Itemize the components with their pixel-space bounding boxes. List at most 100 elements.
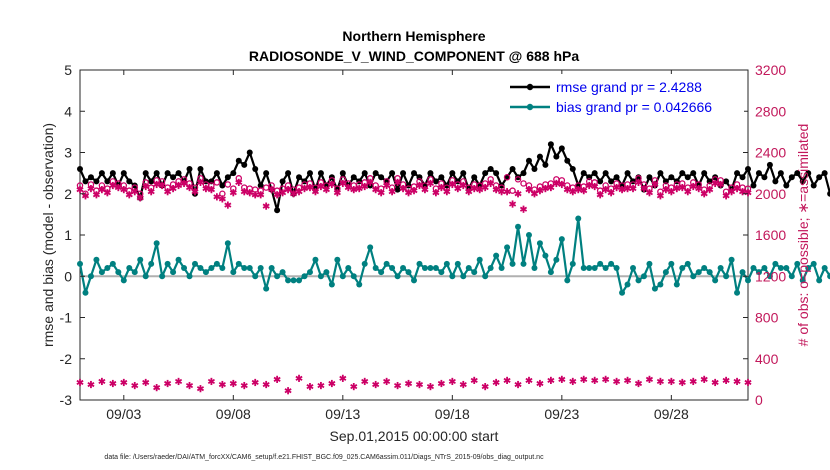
asterisk-stroke bbox=[202, 186, 210, 192]
y-tick-label: 3 bbox=[64, 145, 72, 161]
asterisk-stroke bbox=[536, 188, 544, 194]
series-point bbox=[755, 170, 762, 177]
obs-assimilated-point bbox=[448, 180, 456, 189]
asterisk-stroke bbox=[158, 182, 166, 189]
y-tick-label: -3 bbox=[60, 392, 73, 408]
series-point bbox=[723, 178, 730, 185]
series-point bbox=[137, 256, 144, 263]
asterisk-stroke bbox=[180, 180, 188, 187]
obs-assimilated-point bbox=[541, 184, 549, 193]
series-point bbox=[443, 260, 450, 267]
obs-assimilated-point bbox=[678, 183, 686, 192]
asterisk-stroke bbox=[591, 377, 599, 383]
series-point bbox=[728, 256, 735, 263]
series-point bbox=[400, 170, 407, 177]
asterisk-stroke bbox=[613, 184, 621, 191]
asterisk-stroke bbox=[717, 181, 725, 188]
series-point bbox=[772, 178, 779, 185]
obs-assimilated-point bbox=[306, 382, 314, 391]
obs-assimilated-point bbox=[580, 375, 588, 383]
series-point bbox=[274, 273, 281, 280]
series-point bbox=[597, 260, 604, 267]
series-point bbox=[148, 260, 155, 267]
series-point bbox=[712, 277, 719, 284]
obs-assimilated-point bbox=[470, 376, 478, 385]
asterisk-stroke bbox=[459, 381, 467, 388]
y2-tick-label: 400 bbox=[755, 351, 779, 367]
series-point bbox=[750, 265, 757, 271]
y-tick-label: 5 bbox=[64, 62, 72, 78]
obs-assimilated-point bbox=[728, 188, 736, 196]
obs-assimilated-point bbox=[218, 380, 226, 389]
asterisk-stroke bbox=[563, 187, 571, 193]
series-point bbox=[783, 182, 790, 189]
asterisk-stroke bbox=[213, 194, 221, 200]
series-point bbox=[98, 170, 105, 177]
asterisk-stroke bbox=[317, 183, 325, 190]
obs-assimilated-point bbox=[569, 377, 577, 386]
chart-title: Northern Hemisphere bbox=[342, 28, 485, 44]
asterisk-stroke bbox=[344, 184, 352, 191]
asterisk-stroke bbox=[547, 184, 555, 191]
y2-tick-label: 2400 bbox=[755, 145, 786, 161]
asterisk-stroke bbox=[426, 180, 434, 187]
asterisk-stroke bbox=[470, 186, 478, 192]
series-point bbox=[465, 265, 472, 271]
x-tick-label: 09/13 bbox=[325, 406, 360, 422]
series-point bbox=[591, 170, 598, 177]
x-tick-label: 09/28 bbox=[654, 406, 689, 422]
obs-assimilated-point bbox=[656, 377, 664, 386]
y2-tick-label: 1200 bbox=[755, 268, 786, 284]
asterisk-stroke bbox=[404, 190, 413, 196]
obs-assimilated-point bbox=[706, 186, 714, 194]
y2-tick-label: 800 bbox=[755, 310, 779, 326]
asterisk-stroke bbox=[722, 193, 730, 199]
series-point bbox=[816, 174, 823, 181]
series-point bbox=[646, 260, 653, 267]
series-point bbox=[739, 174, 746, 181]
asterisk-stroke bbox=[640, 186, 648, 192]
obs-assimilated-point bbox=[618, 186, 626, 194]
obs-assimilated-point bbox=[596, 191, 604, 199]
obs-assimilated-point bbox=[448, 377, 456, 386]
obs-assimilated-point bbox=[235, 178, 243, 187]
asterisk-stroke bbox=[136, 195, 144, 201]
asterisk-stroke bbox=[164, 189, 172, 195]
asterisk-stroke bbox=[421, 187, 429, 193]
asterisk-stroke bbox=[300, 186, 309, 192]
obs-assimilated-point bbox=[98, 377, 106, 386]
series-point bbox=[690, 170, 697, 177]
series-point bbox=[788, 174, 795, 181]
obs-assimilated-point bbox=[738, 188, 747, 196]
obs-assimilated-point bbox=[120, 378, 128, 387]
obs-assimilated-point bbox=[503, 188, 511, 196]
series-point bbox=[378, 269, 385, 276]
asterisk-stroke bbox=[443, 189, 451, 195]
obs-assimilated-point bbox=[147, 188, 155, 196]
obs-assimilated-point bbox=[262, 202, 270, 210]
obs-assimilated-point bbox=[76, 378, 84, 387]
series-layer bbox=[76, 141, 830, 395]
obs-assimilated-point bbox=[131, 381, 139, 390]
obs-assimilated-point bbox=[487, 179, 495, 188]
series-point bbox=[131, 269, 138, 276]
asterisk-stroke bbox=[361, 183, 369, 190]
series-point bbox=[224, 174, 231, 181]
series-point bbox=[558, 145, 565, 152]
obs-assimilated-point bbox=[711, 378, 719, 387]
obs-assimilated-point bbox=[558, 375, 566, 383]
series-point bbox=[378, 174, 385, 181]
asterisk-stroke bbox=[634, 380, 643, 387]
asterisk-stroke bbox=[580, 188, 588, 194]
obs-assimilated-point bbox=[81, 192, 90, 200]
asterisk-stroke bbox=[306, 384, 314, 390]
chart-subtitle: RADIOSONDE_V_WIND_COMPONENT @ 688 hPa bbox=[249, 48, 579, 64]
obs-assimilated-point bbox=[733, 377, 741, 386]
obs-assimilated-point bbox=[377, 189, 385, 197]
obs-assimilated-point bbox=[76, 186, 84, 194]
series-point bbox=[438, 269, 445, 276]
series-point bbox=[701, 265, 708, 271]
series-point bbox=[536, 153, 543, 160]
asterisk-stroke bbox=[706, 187, 714, 193]
obs-assimilated-point bbox=[279, 189, 287, 197]
